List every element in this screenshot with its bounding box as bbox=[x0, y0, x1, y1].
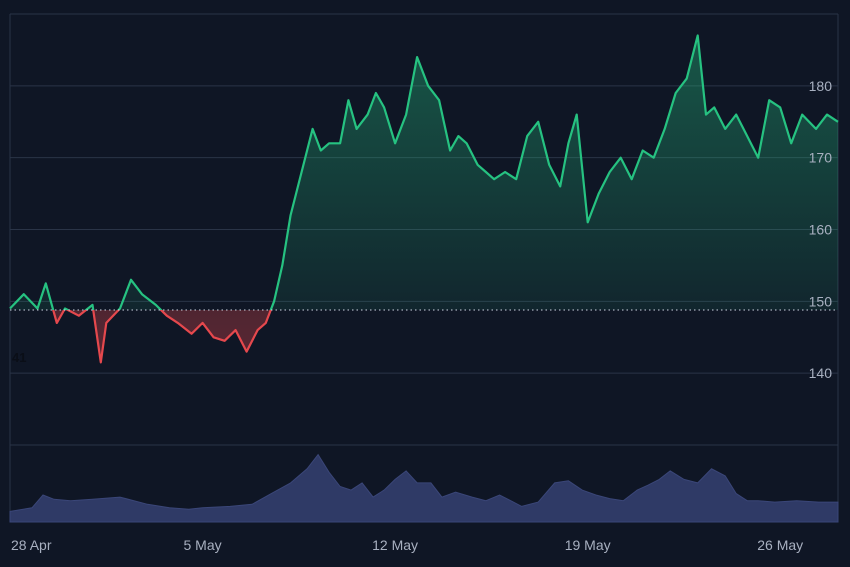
baseline-label: 41 bbox=[12, 350, 26, 365]
x-tick-label: 12 May bbox=[372, 537, 418, 553]
x-tick-label: 26 May bbox=[757, 537, 803, 553]
x-tick-label: 19 May bbox=[565, 537, 611, 553]
x-tick-label: 28 Apr bbox=[11, 537, 52, 553]
y-tick-label: 150 bbox=[809, 293, 833, 309]
x-tick-label: 5 May bbox=[183, 537, 221, 553]
volume-area bbox=[9, 453, 839, 523]
price-line-up bbox=[9, 34, 839, 310]
y-tick-label: 170 bbox=[809, 150, 833, 166]
area-above-baseline bbox=[10, 35, 838, 310]
y-tick-label: 140 bbox=[809, 365, 833, 381]
y-tick-label: 160 bbox=[809, 222, 833, 238]
area-below-baseline bbox=[10, 309, 838, 363]
y-tick-label: 180 bbox=[809, 78, 833, 94]
